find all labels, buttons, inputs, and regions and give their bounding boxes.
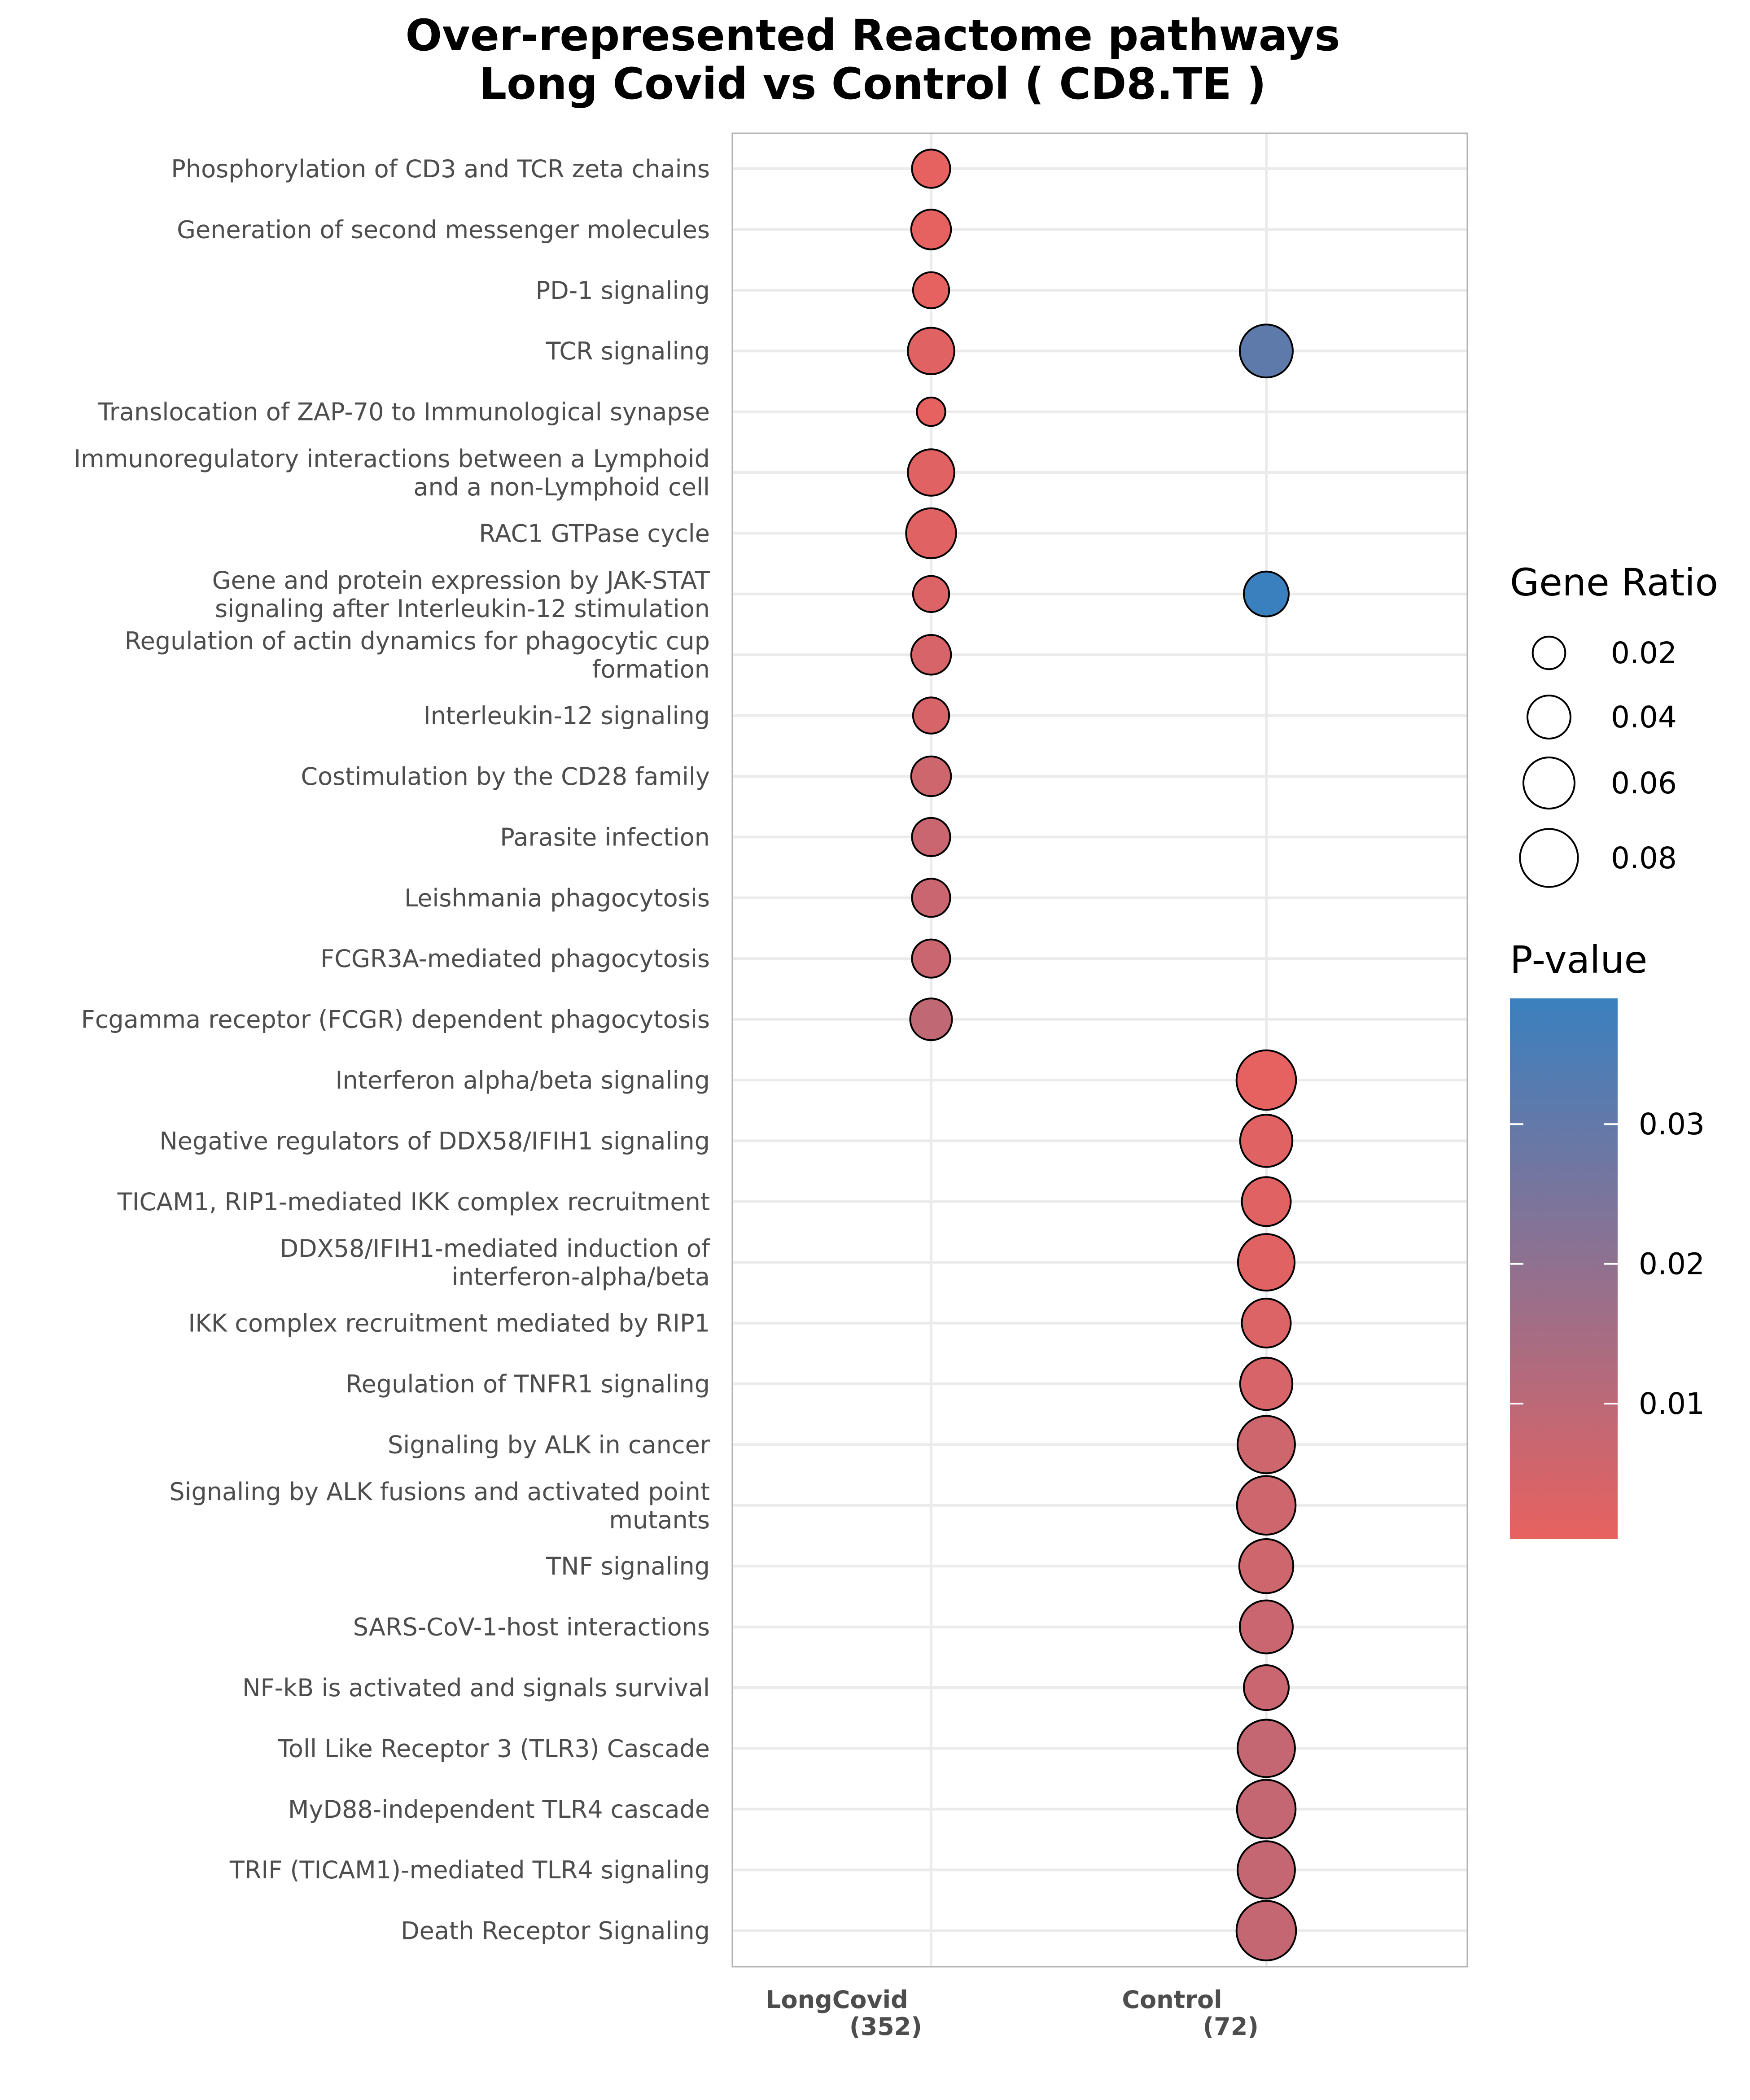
y-tick-label: Interleukin-12 signaling xyxy=(424,702,710,730)
y-tick-label: Phosphorylation of CD3 and TCR zeta chai… xyxy=(171,155,710,183)
size-legend-key xyxy=(1522,757,1575,809)
y-tick-label: and a non-Lymphoid cell xyxy=(413,473,710,501)
data-point xyxy=(1239,1114,1294,1168)
data-point xyxy=(911,938,951,979)
y-tick-label: TRIF (TICAM1)-mediated TLR4 signaling xyxy=(229,1856,710,1884)
plot-grid xyxy=(732,133,1467,1967)
data-point xyxy=(1241,1298,1292,1349)
y-tick-label: mutants xyxy=(609,1506,710,1534)
x-tick-count-label: (72) xyxy=(1203,2012,1259,2041)
size-legend-key xyxy=(1519,828,1579,888)
y-tick-label: RAC1 GTPase cycle xyxy=(479,519,710,547)
data-point xyxy=(912,271,950,309)
y-tick-label: Signaling by ALK fusions and activated p… xyxy=(169,1478,710,1506)
p-value-legend: P-value 0.01 0.02 0.03 xyxy=(1510,938,1705,1539)
y-tick-label: IKK complex recruitment mediated by RIP1 xyxy=(188,1309,710,1338)
size-legend-label: 0.06 xyxy=(1611,766,1677,801)
y-tick-label: MyD88-independent TLR4 cascade xyxy=(288,1795,710,1824)
y-tick-label: DDX58/IFIH1-mediated induction of xyxy=(280,1234,711,1263)
data-point xyxy=(1238,1538,1295,1594)
color-bar xyxy=(1510,998,1618,1539)
y-tick-label: Death Receptor Signaling xyxy=(401,1917,710,1945)
data-point xyxy=(907,448,955,497)
size-legend-label: 0.08 xyxy=(1611,841,1677,875)
y-tick-label: Translocation of ZAP-70 to Immunological… xyxy=(98,398,710,426)
size-legend-label: 0.04 xyxy=(1611,700,1677,735)
y-tick-label: TNF signaling xyxy=(546,1552,710,1580)
data-point xyxy=(1239,324,1294,379)
gene-ratio-legend: Gene Ratio 0.02 0.04 0.06 0.08 xyxy=(1510,560,1718,888)
data-point xyxy=(1243,570,1290,617)
y-tick-label: Leishmania phagocytosis xyxy=(404,884,710,912)
size-legend-key xyxy=(1527,695,1571,739)
x-tick-label: LongCovid xyxy=(766,1986,908,2014)
data-point xyxy=(910,209,952,250)
data-points xyxy=(905,149,1297,1961)
y-tick-label: interferon-alpha/beta xyxy=(452,1263,710,1291)
y-tick-label: NF-kB is activated and signals survival xyxy=(242,1674,710,1702)
data-point xyxy=(916,396,946,427)
y-tick-label: formation xyxy=(592,655,710,683)
color-legend-label: 0.03 xyxy=(1639,1107,1705,1142)
y-tick-label: Fcgamma receptor (FCGR) dependent phagoc… xyxy=(81,1006,710,1034)
y-tick-label: Costimulation by the CD28 family xyxy=(301,762,710,791)
data-point xyxy=(911,149,951,189)
data-point xyxy=(1239,1356,1294,1411)
size-legend-label: 0.02 xyxy=(1611,636,1677,670)
size-legend-title: Gene Ratio xyxy=(1510,560,1718,604)
y-tick-label: Regulation of TNFR1 signaling xyxy=(346,1370,710,1398)
data-point xyxy=(909,998,953,1041)
y-tick-label: Interferon alpha/beta signaling xyxy=(336,1066,710,1094)
color-legend-label: 0.02 xyxy=(1639,1247,1705,1282)
data-point xyxy=(1235,1900,1297,1961)
data-point xyxy=(1237,1233,1296,1292)
data-point xyxy=(1237,1719,1296,1778)
y-tick-label: Regulation of actin dynamics for phagocy… xyxy=(125,627,710,655)
data-point xyxy=(1237,1840,1296,1900)
y-tick-label: PD-1 signaling xyxy=(536,276,710,305)
color-legend-label: 0.01 xyxy=(1639,1387,1705,1421)
data-point xyxy=(911,817,951,858)
chart-title-line: Long Covid vs Control ( CD8.TE ) xyxy=(479,59,1266,109)
data-point xyxy=(1239,1599,1294,1654)
y-tick-label: Toll Like Receptor 3 (TLR3) Cascade xyxy=(277,1734,710,1763)
y-tick-label: signaling after Interleukin-12 stimulati… xyxy=(215,595,710,623)
data-point xyxy=(1237,1415,1296,1474)
x-tick-count-label: (352) xyxy=(849,2012,922,2041)
data-point xyxy=(907,327,955,376)
chart-title-line: Over-represented Reactome pathways xyxy=(406,10,1340,61)
data-point xyxy=(910,755,952,797)
y-tick-label: FCGR3A-mediated phagocytosis xyxy=(320,945,710,973)
data-point xyxy=(1235,1049,1297,1111)
data-point xyxy=(1236,1779,1297,1840)
data-point xyxy=(1241,1176,1292,1227)
x-tick-label: Control xyxy=(1122,1986,1222,2014)
data-point xyxy=(905,507,957,560)
data-point xyxy=(912,575,950,613)
size-legend-key xyxy=(1531,635,1566,670)
y-tick-label: Signaling by ALK in cancer xyxy=(388,1431,710,1459)
y-tick-label: SARS-CoV-1-host interactions xyxy=(353,1613,710,1641)
data-point xyxy=(1236,1475,1297,1536)
y-tick-label: Gene and protein expression by JAK-STAT xyxy=(212,566,710,595)
data-point xyxy=(1243,1664,1290,1711)
plot-panel-border xyxy=(731,132,1468,1968)
data-point xyxy=(911,878,951,918)
y-tick-label: TICAM1, RIP1-mediated IKK complex recrui… xyxy=(117,1188,710,1216)
data-point xyxy=(912,696,950,735)
y-tick-label: TCR signaling xyxy=(546,337,710,365)
y-tick-label: Immunoregulatory interactions between a … xyxy=(74,445,710,473)
data-point xyxy=(910,634,952,676)
x-axis-labels: LongCovid(352) Control(72) xyxy=(766,1986,1259,2041)
y-tick-label: Parasite infection xyxy=(500,823,710,851)
y-axis-labels: Phosphorylation of CD3 and TCR zeta chai… xyxy=(74,155,711,1945)
color-legend-title: P-value xyxy=(1510,938,1647,982)
y-tick-label: Generation of second messenger molecules xyxy=(177,215,710,244)
y-tick-label: Negative regulators of DDX58/IFIH1 signa… xyxy=(159,1127,710,1155)
